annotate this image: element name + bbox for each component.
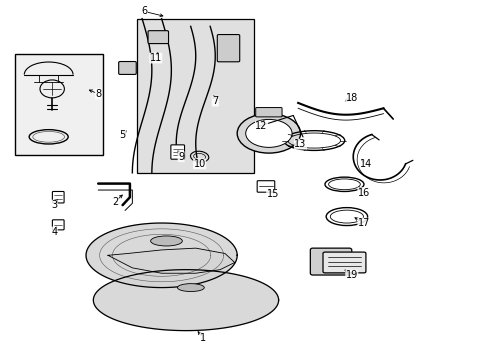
Bar: [137, 19, 254, 173]
Text: 12: 12: [255, 121, 267, 131]
FancyBboxPatch shape: [52, 192, 64, 203]
FancyBboxPatch shape: [148, 31, 168, 44]
Ellipse shape: [245, 120, 291, 147]
Text: 3: 3: [51, 200, 57, 210]
Text: 14: 14: [360, 159, 372, 169]
FancyBboxPatch shape: [255, 108, 282, 117]
Text: 15: 15: [266, 189, 278, 199]
Text: 8: 8: [95, 89, 101, 99]
FancyBboxPatch shape: [323, 252, 365, 273]
Bar: [15, 54, 103, 155]
FancyBboxPatch shape: [217, 35, 239, 62]
Polygon shape: [108, 248, 234, 273]
Text: 6: 6: [141, 6, 147, 17]
Text: 18: 18: [345, 93, 357, 103]
Text: 7: 7: [212, 96, 218, 106]
Text: 19: 19: [345, 270, 357, 280]
FancyBboxPatch shape: [52, 220, 64, 230]
Text: 5: 5: [119, 130, 125, 140]
Ellipse shape: [237, 114, 300, 153]
Text: 10: 10: [193, 159, 205, 169]
Text: 2: 2: [112, 197, 118, 207]
Text: 1: 1: [200, 333, 206, 343]
FancyBboxPatch shape: [170, 145, 184, 159]
Text: 17: 17: [357, 218, 369, 228]
FancyBboxPatch shape: [119, 62, 136, 75]
Ellipse shape: [177, 284, 204, 292]
Text: 16: 16: [357, 188, 369, 198]
Polygon shape: [86, 223, 237, 288]
Text: 4: 4: [51, 227, 57, 237]
Text: 11: 11: [149, 53, 162, 63]
FancyBboxPatch shape: [310, 248, 351, 275]
Text: 9: 9: [178, 152, 184, 162]
Ellipse shape: [150, 236, 182, 246]
Polygon shape: [93, 270, 278, 330]
FancyBboxPatch shape: [257, 181, 274, 192]
Text: 13: 13: [294, 139, 306, 149]
